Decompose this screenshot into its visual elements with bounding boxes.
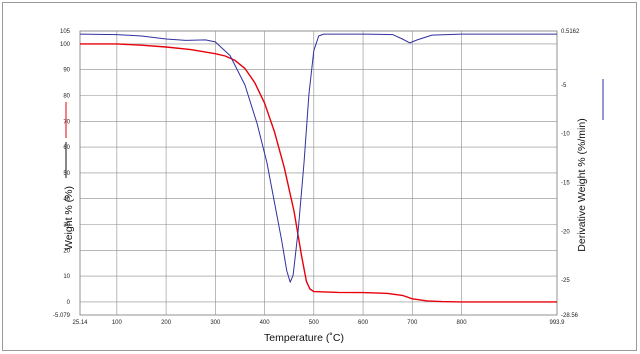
y-left-tick-label: 40 (63, 197, 70, 203)
y-left-tick-label: 70 (63, 119, 70, 125)
y-left-tick-label: 80 (63, 93, 70, 99)
y-left-tick-label: 60 (63, 145, 70, 151)
chart-frame (2, 2, 637, 351)
x-tick-label: 500 (309, 320, 320, 326)
y-right-tick-label: -20 (561, 229, 570, 235)
y-left-tick-label: 100 (60, 42, 71, 48)
x-tick-label: 200 (161, 320, 172, 326)
y-left-tick-label: 20 (63, 248, 70, 254)
y-left-tick-label: 0 (67, 300, 71, 306)
left-y-axis-title: Weight % (%) (63, 186, 75, 250)
x-tick-label: 700 (407, 320, 418, 326)
y-left-tick-label: 30 (63, 222, 70, 228)
weight-percent-line (80, 43, 557, 303)
x-tick-label: 800 (457, 320, 468, 326)
x-tick-label: 300 (210, 320, 221, 326)
y-right-tick-label: -25 (561, 278, 570, 284)
y-left-tick-label: 105 (60, 29, 71, 35)
tick-labels: 25.14 100 200 300 400 500 600 700 800 993.9-5.079… (53, 29, 580, 326)
y-right-tick-label: -10 (561, 132, 570, 138)
y-left-tick-label: 90 (63, 68, 70, 74)
y-left-tick-label: 10 (63, 274, 70, 280)
y-right-tick-label: -15 (561, 181, 570, 187)
x-tick-label: 25.14 (72, 320, 88, 326)
right-y-axis-title: Derivative Weight % (%/min) (576, 118, 588, 251)
y-left-tick-label: 50 (63, 171, 70, 177)
x-tick-label: 600 (358, 320, 369, 326)
y-right-tick-label: -5 (561, 83, 567, 89)
y-right-tick-label: -28.56 (561, 313, 579, 319)
y-right-tick-label: 0.5162 (561, 29, 580, 35)
x-tick-label: 100 (112, 320, 123, 326)
y-left-tick-label: -5.079 (53, 313, 71, 319)
derivative-weight-line (79, 33, 557, 283)
x-axis-title: Temperature (˚C) (264, 332, 344, 344)
x-tick-label: 993.9 (549, 320, 565, 326)
series-layer (79, 33, 557, 303)
x-tick-label: 400 (260, 320, 271, 326)
grid-lines (79, 30, 558, 316)
